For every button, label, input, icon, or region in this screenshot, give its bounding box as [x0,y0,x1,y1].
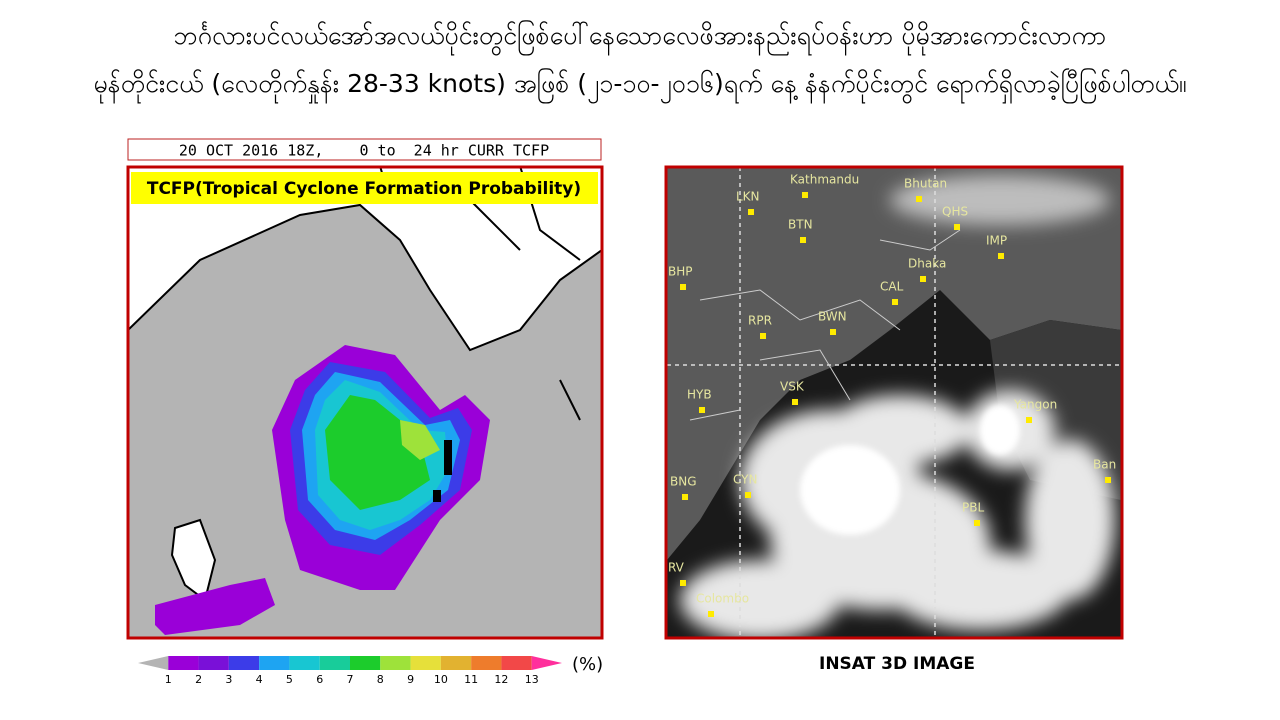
tcfp-map [128,166,602,638]
place-marker [680,580,686,586]
colorbar-tick-label: 5 [286,673,293,686]
place-label: Colombo [696,592,749,606]
place-label: CYN [733,473,757,487]
colorbar-tick-label: 8 [377,673,384,686]
place-marker [800,237,806,243]
colorbar-tick-label: 12 [494,673,508,686]
map-label-box [131,172,598,204]
colorbar-tick-label: 4 [256,673,263,686]
place-label: BNG [670,475,697,489]
place-label: QHS [942,205,968,219]
place-marker [892,299,898,305]
place-marker [1026,417,1032,423]
place-marker [920,276,926,282]
place-label: Dhaka [908,257,946,271]
colorbar-segment [440,656,472,670]
place-marker [760,333,766,339]
map-frame [126,165,604,640]
place-marker [830,329,836,335]
colorbar-segment [289,656,320,670]
header-line: ဘင်္ဂလားပင်လယ်အော်အလယ်ပိုင်းတွင်ဖြစ်ပေါ်… [173,21,1107,50]
satellite-image [667,167,1121,637]
header-line: မုန်တိုင်းငယ် (လေတိုက်နှုန်း 28-33 knots… [93,69,1187,98]
place-marker [954,224,960,230]
place-marker [680,284,686,290]
colorbar-unit: (%) [572,654,603,675]
place-label: BWN [818,310,847,324]
place-label: Bhutan [904,177,947,191]
place-label: PBL [962,501,984,515]
place-marker [745,492,751,498]
place-marker [998,253,1004,259]
place-marker [974,520,980,526]
colorbar-tick-label: 7 [347,673,354,686]
colorbar-segment [259,656,290,670]
place-label: Kathmandu [790,173,859,187]
colorbar-segment [501,656,532,670]
colorbar-segment [319,656,350,670]
place-label: CAL [880,280,904,294]
colorbar-tick-label: 10 [434,673,448,686]
place-label: BHP [668,265,693,279]
satellite-caption: INSAT 3D IMAGE [819,654,975,674]
place-label: Yangon [1013,398,1057,412]
colorbar-segment [380,656,411,670]
place-label: VSK [780,380,805,394]
place-label: HYB [687,388,712,402]
place-marker [699,407,705,413]
place-marker [682,494,688,500]
place-marker [748,209,754,215]
map-header: 20 OCT 2016 18Z, 0 to 24 hr CURR TCFP [179,142,549,160]
colorbar-segment [228,656,260,670]
colorbar-tick-label: 1 [165,673,172,686]
place-label: Ban [1093,458,1116,472]
place-marker [916,196,922,202]
satellite-frame [664,165,1124,640]
map-label: TCFP(Tropical Cyclone Formation Probabil… [147,179,581,199]
colorbar-tick-label: 3 [225,673,232,686]
place-label: RPR [748,314,772,328]
colorbar-tick-label: 2 [195,673,202,686]
map-header-box [127,138,602,161]
place-label: LKN [736,190,760,204]
colorbar-segment [531,656,562,670]
place-marker [1105,477,1111,483]
colorbar-segment [350,656,381,670]
colorbar: 1 2 3 4 5 6 7 8 9 10 11 12 13 [138,656,562,686]
place-label: BTN [788,218,813,232]
place-label: RV [668,561,685,575]
colorbar-segment [410,656,441,670]
colorbar-segment [198,656,229,670]
colorbar-segment [471,656,502,670]
colorbar-tick-label: 11 [464,673,478,686]
place-label: IMP [986,234,1007,248]
colorbar-tick-label: 13 [525,673,539,686]
place-marker [708,611,714,617]
colorbar-tick-label: 9 [407,673,414,686]
place-marker [792,399,798,405]
colorbar-tick-label: 6 [316,673,323,686]
place-marker [802,192,808,198]
colorbar-segment [168,656,199,670]
colorbar-segment [138,656,169,670]
